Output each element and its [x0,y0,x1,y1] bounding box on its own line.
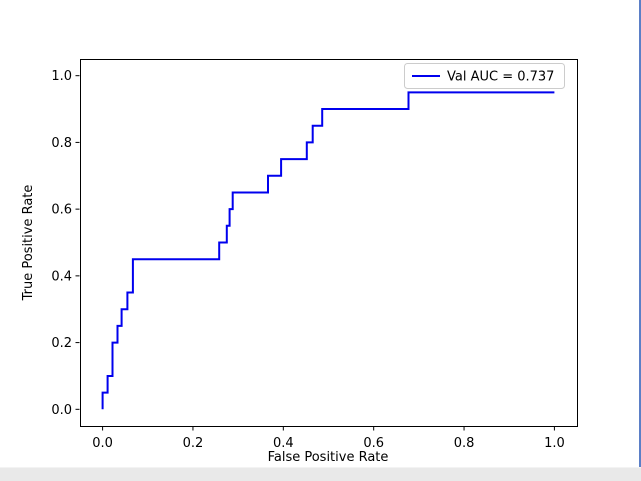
x-tick-label: 0.4 [273,436,294,451]
window-right-border [639,0,641,468]
legend-box [404,63,565,89]
x-axis-label: False Positive Rate [268,450,389,465]
y-tick-label: 0.2 [51,336,72,351]
legend: Val AUC = 0.737 [404,63,565,89]
x-tick-label: 0.0 [92,436,113,451]
window-bottom-strip [0,467,641,481]
y-tick-label: 0.8 [51,136,72,151]
legend-label: Val AUC = 0.737 [447,70,554,85]
plot-spines [80,59,578,427]
x-tick-label: 0.2 [183,436,204,451]
y-tick-label: 1.0 [51,69,72,84]
roc-curve [101,91,555,410]
y-tick-label: 0.4 [51,269,72,284]
x-tick-label: 0.6 [363,436,384,451]
axes-frame [80,59,578,427]
y-tick-label: 0.6 [51,203,72,218]
axis-ticks: 0.0 0.2 0.4 0.6 0.8 1.0 0.0 0.2 0.4 0.6 0.8 1.0 [51,69,564,451]
roc-curve-group [101,91,555,410]
x-tick-label: 1.0 [544,436,565,451]
y-tick-label: 0.0 [51,403,72,418]
x-tick-label: 0.8 [454,436,475,451]
y-axis-label: True Positive Rate [21,185,36,302]
